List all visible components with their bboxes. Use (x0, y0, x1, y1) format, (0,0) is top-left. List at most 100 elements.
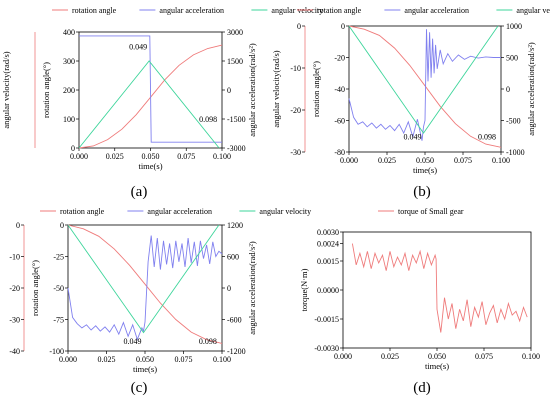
x-tick-label: 0.100 (213, 152, 231, 161)
x-tick-label: 0.075 (175, 355, 193, 364)
y2-tick-label: 1200 (227, 221, 243, 230)
legend-entry: rotation angle (60, 207, 105, 216)
y2-axis-label: angular acceleration(rad/s²) (247, 241, 257, 335)
annotation: 0.098 (478, 132, 496, 141)
y-tick-label: 0 (297, 22, 301, 31)
y-tick-label: -30 (9, 316, 20, 325)
y-tick-label: -40 (9, 347, 20, 356)
y-axis-label: rotation angle(°) (311, 61, 321, 117)
y2-tick-label: -3000 (227, 144, 246, 153)
y-tick-label: 0 (16, 221, 20, 230)
y-tick-label: -75 (53, 316, 64, 325)
y-tick-label: -0.0015 (314, 315, 339, 324)
annotation: 0.098 (199, 337, 217, 346)
y-tick-label: -40 (334, 85, 345, 94)
y-tick-label: -60 (334, 117, 345, 126)
x-tick-label: 0.100 (213, 355, 231, 364)
legend-entry: angular acceleration (147, 207, 212, 216)
x-tick-label: 0.075 (454, 156, 472, 165)
y2-tick-label: 0 (227, 86, 231, 95)
y-tick-label: -50 (53, 284, 64, 293)
y-tick-label: -25 (53, 253, 64, 262)
series-line-1 (351, 243, 528, 333)
x-tick-label: 0.025 (381, 352, 399, 361)
y-tick-label: -20 (9, 284, 20, 293)
y-tick-label: -10 (9, 253, 20, 262)
x-tick-label: 0.025 (378, 156, 396, 165)
x-tick-label: 0.000 (340, 156, 358, 165)
series-line-2 (348, 29, 501, 141)
legend-entry: rotation angle (317, 6, 362, 15)
y-tick-label: -100 (49, 347, 64, 356)
y-tick-label: 0 (60, 221, 64, 230)
y-axis-label: torque(N·m) (299, 268, 309, 311)
x-tick-label: 0.075 (475, 352, 493, 361)
y2-tick-label: 1500 (227, 57, 243, 66)
series-line-1 (67, 224, 223, 344)
annotation: 0.049 (403, 132, 421, 141)
legend: rotation angle angular acceleration angula… (52, 6, 323, 15)
panel-label: (d) (413, 380, 431, 396)
legend-entry: angular acceleration (159, 6, 224, 15)
x-tick-label: 0.050 (428, 352, 446, 361)
x-axis-label: time(s) (413, 165, 437, 175)
series-line-2 (67, 235, 223, 341)
x-tick-label: 0.075 (177, 152, 195, 161)
series-line-2 (79, 35, 222, 143)
legend-entry: torque of Small gear (398, 207, 464, 216)
legend-entry: angular acceleration (404, 6, 469, 15)
legend: torque of Small gear (378, 207, 464, 216)
x-axis-label: time(s) (138, 161, 162, 171)
x-tick-label: 0.100 (492, 156, 510, 165)
y-tick-label: 400 (63, 28, 75, 37)
series-line-3 (78, 60, 220, 149)
y-tick-label: 0 (341, 22, 345, 31)
y-axis-label: angular velocity(rad/s) (1, 51, 11, 128)
plot-frame (67, 224, 223, 352)
panel-3: 0.000 0.025 0.050 0.075 0.100 time(s) -40 -30 -2… (9, 207, 311, 396)
x-tick-label: 0.000 (334, 352, 352, 361)
y2-tick-label: -1000 (506, 148, 525, 157)
panel-2: 0.000 0.025 0.050 0.075 0.100 time(s) -30 -20 -1… (271, 6, 550, 200)
x-tick-label: 0.025 (106, 152, 124, 161)
y2-axis-label: angular acceleration(rad/s²) (526, 42, 536, 136)
x-tick-label: 0.050 (416, 156, 434, 165)
y-tick-label: 0.0030 (317, 228, 339, 237)
y-tick-label: -0.0030 (314, 344, 339, 353)
legend-entry: angular velocity (259, 207, 311, 216)
series-line-3 (348, 25, 499, 134)
panel-1: 0.000 0.025 0.050 0.075 0.100 time(s) angular … (1, 6, 323, 200)
legend-entry: rotation angle (72, 6, 117, 15)
x-axis-label: time(s) (133, 364, 157, 374)
y-tick-label: -20 (334, 54, 345, 63)
panel-4: 0.000 0.025 0.050 0.075 0.100 time(s) -0.0030 -… (299, 207, 540, 396)
y-tick-label: -20 (290, 106, 301, 115)
y-axis-label: angular velocity(rad/s) (271, 50, 281, 127)
x-tick-label: 0.050 (136, 355, 154, 364)
legend-entry: angular velocity (516, 6, 550, 15)
legend: rotation angle angular acceleration angula… (40, 207, 311, 216)
x-tick-label: 0.000 (59, 355, 77, 364)
x-tick-label: 0.050 (142, 152, 160, 161)
y-tick-label: -10 (290, 64, 301, 73)
panel-label: (c) (131, 380, 148, 396)
y2-tick-label: 3000 (227, 28, 243, 37)
y2-tick-label: 1000 (506, 22, 522, 31)
x-tick-label: 0.025 (98, 355, 116, 364)
y2-tick-label: -500 (506, 117, 521, 126)
x-tick-label: 0.100 (522, 352, 540, 361)
y-tick-label: 200 (63, 86, 75, 95)
y-tick-label: -30 (290, 148, 301, 157)
panel-label: (b) (413, 184, 431, 200)
y2-tick-label: -1500 (227, 115, 246, 124)
y-tick-label: 0.0000 (317, 286, 339, 295)
y-axis-label: rotation angle(°) (41, 62, 51, 118)
y2-tick-label: 0 (227, 284, 231, 293)
y2-tick-label: 600 (227, 253, 239, 262)
x-axis-label: time(s) (425, 361, 449, 371)
x-tick-label: 0.000 (70, 152, 88, 161)
y2-tick-label: -1200 (227, 347, 246, 356)
y-tick-label: -80 (334, 148, 345, 157)
series-line-1 (348, 25, 502, 148)
